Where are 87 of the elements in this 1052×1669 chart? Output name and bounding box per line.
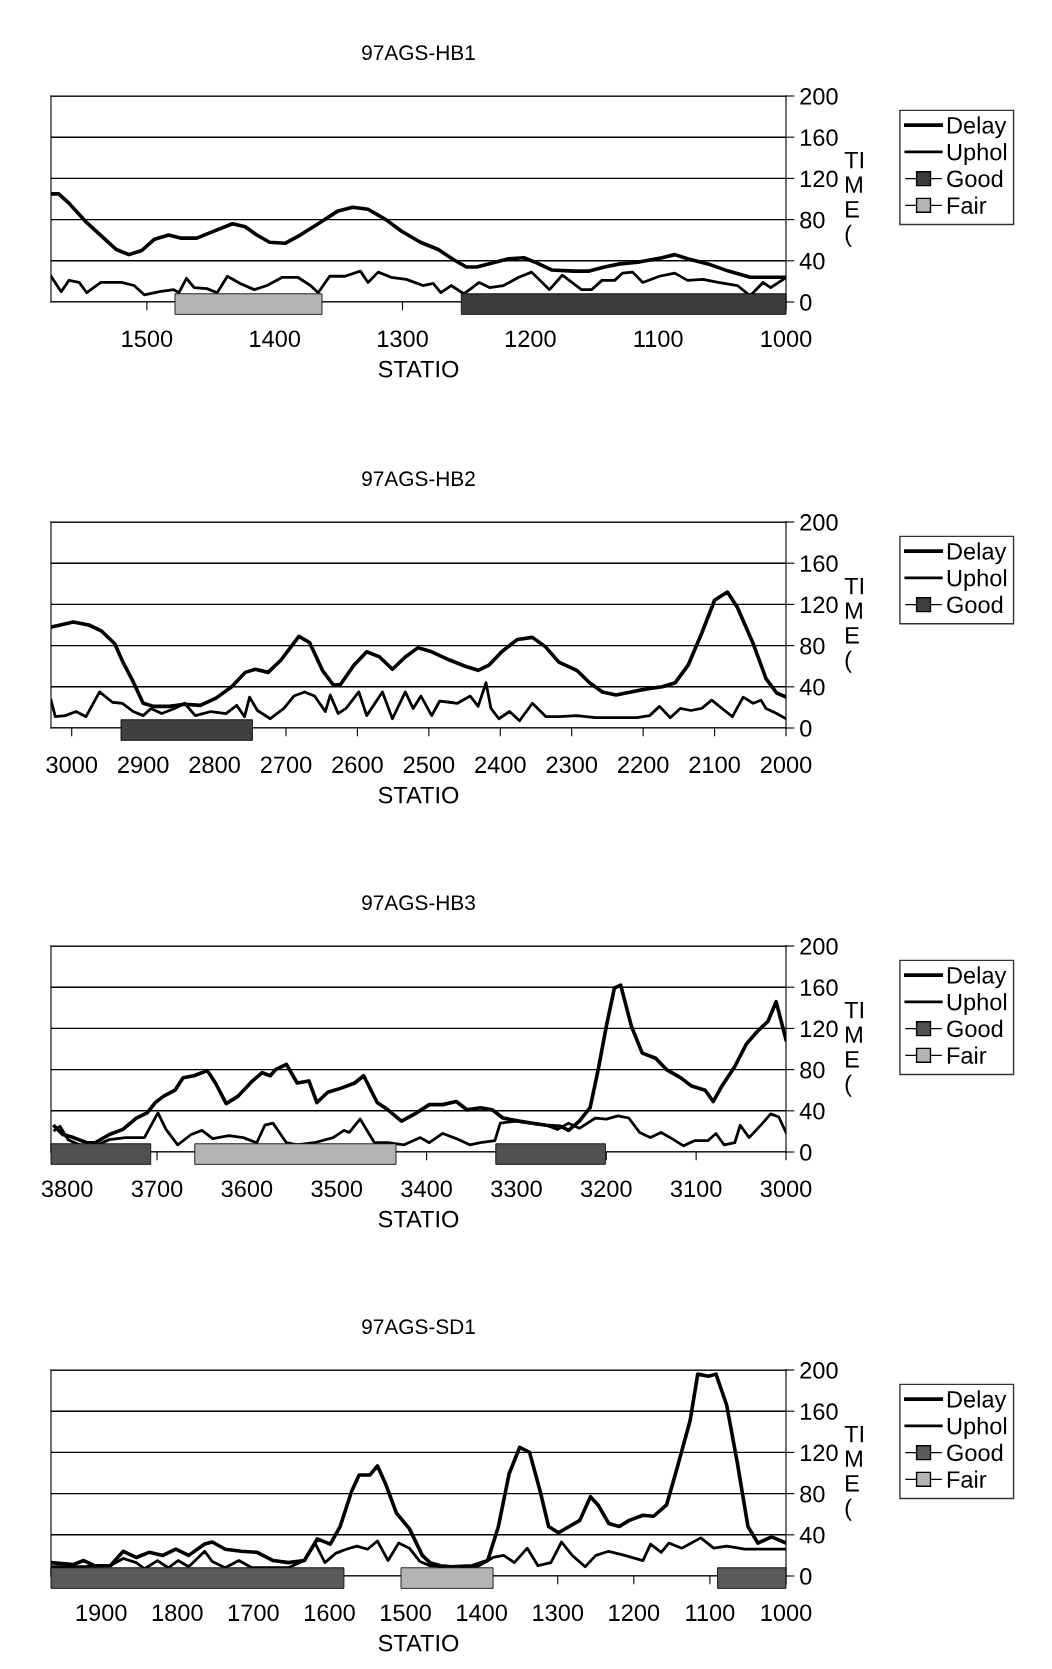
y-tick-label: 80 <box>800 1485 825 1503</box>
y-tick-label: 0 <box>800 720 812 737</box>
y-tick-label: 120 <box>800 170 838 188</box>
y-tick-label: 200 <box>800 514 838 531</box>
x-tick-label: 2200 <box>618 756 669 774</box>
x-tick-label: 1500 <box>122 330 173 348</box>
y-tick-label: 120 <box>800 1020 838 1038</box>
x-tick-label: 1000 <box>761 1604 812 1622</box>
y-axis-title: TI M E ( <box>844 578 863 673</box>
y-tick-label: 160 <box>800 1403 838 1420</box>
y-axis-title: TI M E ( <box>844 152 863 247</box>
x-tick-label: 2700 <box>260 756 312 774</box>
x-tick-label: 1100 <box>686 1604 735 1622</box>
y-axis-title: TI M E ( <box>844 1426 863 1521</box>
y-tick-label: 160 <box>800 129 838 146</box>
x-tick-label: 1400 <box>457 1604 507 1622</box>
y-tick-label: 160 <box>800 555 838 572</box>
x-axis-title: STATIO <box>378 1210 459 1228</box>
x-tick-label: 3200 <box>580 1180 632 1198</box>
x-tick-label: 3100 <box>670 1180 722 1198</box>
x-tick-label: 3000 <box>46 756 98 774</box>
x-tick-label: 1000 <box>761 330 812 348</box>
x-tick-label: 3400 <box>401 1180 452 1198</box>
x-tick-label: 1700 <box>228 1604 279 1622</box>
legend-label: Delay <box>947 542 1007 565</box>
x-tick-label: 1300 <box>378 330 428 348</box>
y-axis-title: TI M E ( <box>844 1002 863 1097</box>
x-tick-label: 2000 <box>760 756 812 774</box>
x-tick-label: 2500 <box>403 756 455 774</box>
chart-title: 97AGS-HB3 <box>362 895 475 911</box>
x-tick-label: 3300 <box>491 1180 542 1198</box>
y-tick-label: 40 <box>799 678 825 696</box>
legend-label: Delay <box>947 1390 1007 1413</box>
chart-title: 97AGS-SD1 <box>362 1319 475 1335</box>
y-tick-label: 40 <box>799 1526 825 1544</box>
x-tick-label: 2800 <box>189 756 240 774</box>
legend-label: Uphol <box>947 1417 1007 1440</box>
x-tick-label: 1300 <box>533 1604 584 1622</box>
legend-label: Good <box>947 1019 1003 1038</box>
chart-title: 97AGS-HB1 <box>362 45 475 61</box>
y-tick-label: 80 <box>800 211 825 229</box>
legend-label: Uphol <box>947 993 1007 1016</box>
legend-label: Fair <box>947 196 987 214</box>
legend-label: Uphol <box>947 569 1007 592</box>
x-tick-label: 2300 <box>546 756 598 774</box>
x-tick-label: 1900 <box>76 1604 127 1622</box>
legend-label: Delay <box>947 966 1007 989</box>
legend-label: Good <box>947 1443 1003 1462</box>
y-tick-label: 0 <box>800 294 812 311</box>
y-tick-label: 40 <box>799 1102 825 1120</box>
x-tick-label: 2900 <box>118 756 169 774</box>
x-axis-title: STATIO <box>378 786 459 804</box>
x-tick-label: 1600 <box>305 1604 355 1622</box>
x-tick-label: 3600 <box>221 1180 273 1198</box>
x-tick-label: 1500 <box>381 1604 431 1622</box>
y-tick-label: 200 <box>800 938 838 955</box>
y-tick-label: 160 <box>800 979 838 996</box>
x-tick-label: 3500 <box>311 1180 363 1198</box>
x-axis-title: STATIO <box>378 360 459 378</box>
y-tick-label: 200 <box>800 88 838 105</box>
y-tick-label: 40 <box>799 252 825 270</box>
legend-label: Fair <box>947 1046 987 1064</box>
y-tick-label: 80 <box>800 1061 825 1079</box>
legend-label: Uphol <box>947 143 1007 166</box>
x-tick-label: 1100 <box>634 330 683 348</box>
x-axis-title: STATIO <box>378 1634 459 1652</box>
y-tick-label: 120 <box>800 1444 838 1462</box>
legend-label: Fair <box>947 1470 987 1488</box>
y-tick-label: 80 <box>800 637 825 655</box>
x-tick-label: 2400 <box>475 756 526 774</box>
x-tick-label: 2100 <box>689 756 740 774</box>
x-tick-label: 3000 <box>760 1180 812 1198</box>
legend-label: Good <box>947 595 1003 614</box>
x-tick-label: 3800 <box>41 1180 93 1198</box>
chart-title: 97AGS-HB2 <box>362 471 475 487</box>
x-tick-label: 3700 <box>131 1180 183 1198</box>
legend-label: Delay <box>947 116 1007 139</box>
y-tick-label: 120 <box>800 596 838 614</box>
x-tick-label: 1400 <box>250 330 301 348</box>
y-tick-label: 200 <box>800 1362 838 1379</box>
y-tick-label: 0 <box>800 1568 812 1585</box>
x-tick-label: 1200 <box>505 330 556 348</box>
legend-label: Good <box>947 169 1003 188</box>
y-tick-label: 0 <box>800 1144 812 1161</box>
x-tick-label: 2600 <box>332 756 383 774</box>
x-tick-label: 1800 <box>152 1604 203 1622</box>
x-tick-label: 1200 <box>609 1604 660 1622</box>
